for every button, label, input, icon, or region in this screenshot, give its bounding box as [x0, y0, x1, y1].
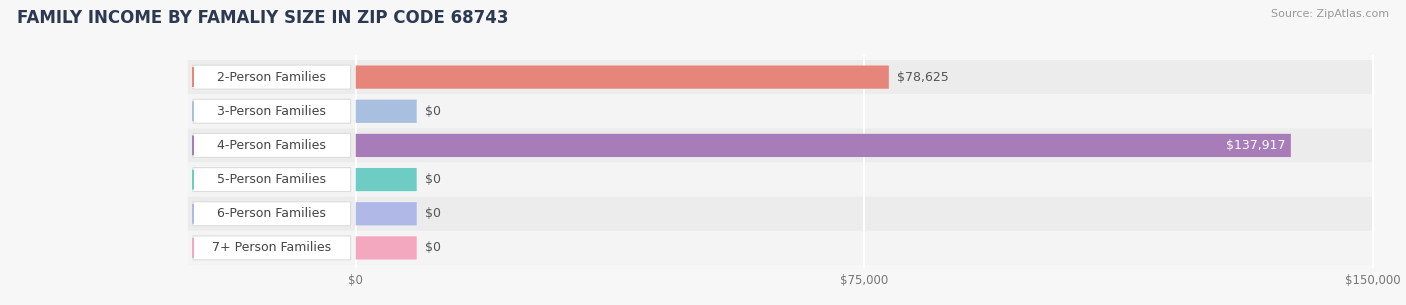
- Text: $0: $0: [425, 207, 441, 220]
- FancyBboxPatch shape: [188, 60, 1372, 94]
- FancyBboxPatch shape: [356, 202, 416, 225]
- FancyBboxPatch shape: [188, 128, 1372, 163]
- FancyBboxPatch shape: [356, 168, 416, 191]
- Text: 6-Person Families: 6-Person Families: [218, 207, 326, 220]
- Text: $0: $0: [425, 105, 441, 118]
- FancyBboxPatch shape: [356, 100, 416, 123]
- FancyBboxPatch shape: [188, 163, 1372, 197]
- FancyBboxPatch shape: [188, 197, 1372, 231]
- FancyBboxPatch shape: [193, 236, 350, 260]
- Text: $0: $0: [425, 241, 441, 254]
- FancyBboxPatch shape: [193, 65, 350, 89]
- Text: 7+ Person Families: 7+ Person Families: [212, 241, 332, 254]
- FancyBboxPatch shape: [188, 231, 1372, 265]
- Text: FAMILY INCOME BY FAMALIY SIZE IN ZIP CODE 68743: FAMILY INCOME BY FAMALIY SIZE IN ZIP COD…: [17, 9, 509, 27]
- FancyBboxPatch shape: [188, 94, 1372, 128]
- FancyBboxPatch shape: [193, 202, 350, 226]
- FancyBboxPatch shape: [356, 66, 889, 89]
- Text: 2-Person Families: 2-Person Families: [218, 70, 326, 84]
- Text: 4-Person Families: 4-Person Families: [218, 139, 326, 152]
- FancyBboxPatch shape: [193, 99, 350, 123]
- Text: Source: ZipAtlas.com: Source: ZipAtlas.com: [1271, 9, 1389, 19]
- Text: $0: $0: [425, 173, 441, 186]
- FancyBboxPatch shape: [356, 236, 416, 260]
- FancyBboxPatch shape: [356, 134, 1291, 157]
- Text: 5-Person Families: 5-Person Families: [218, 173, 326, 186]
- FancyBboxPatch shape: [193, 134, 350, 157]
- FancyBboxPatch shape: [193, 168, 350, 192]
- Text: $137,917: $137,917: [1226, 139, 1285, 152]
- Text: 3-Person Families: 3-Person Families: [218, 105, 326, 118]
- Text: $78,625: $78,625: [897, 70, 949, 84]
